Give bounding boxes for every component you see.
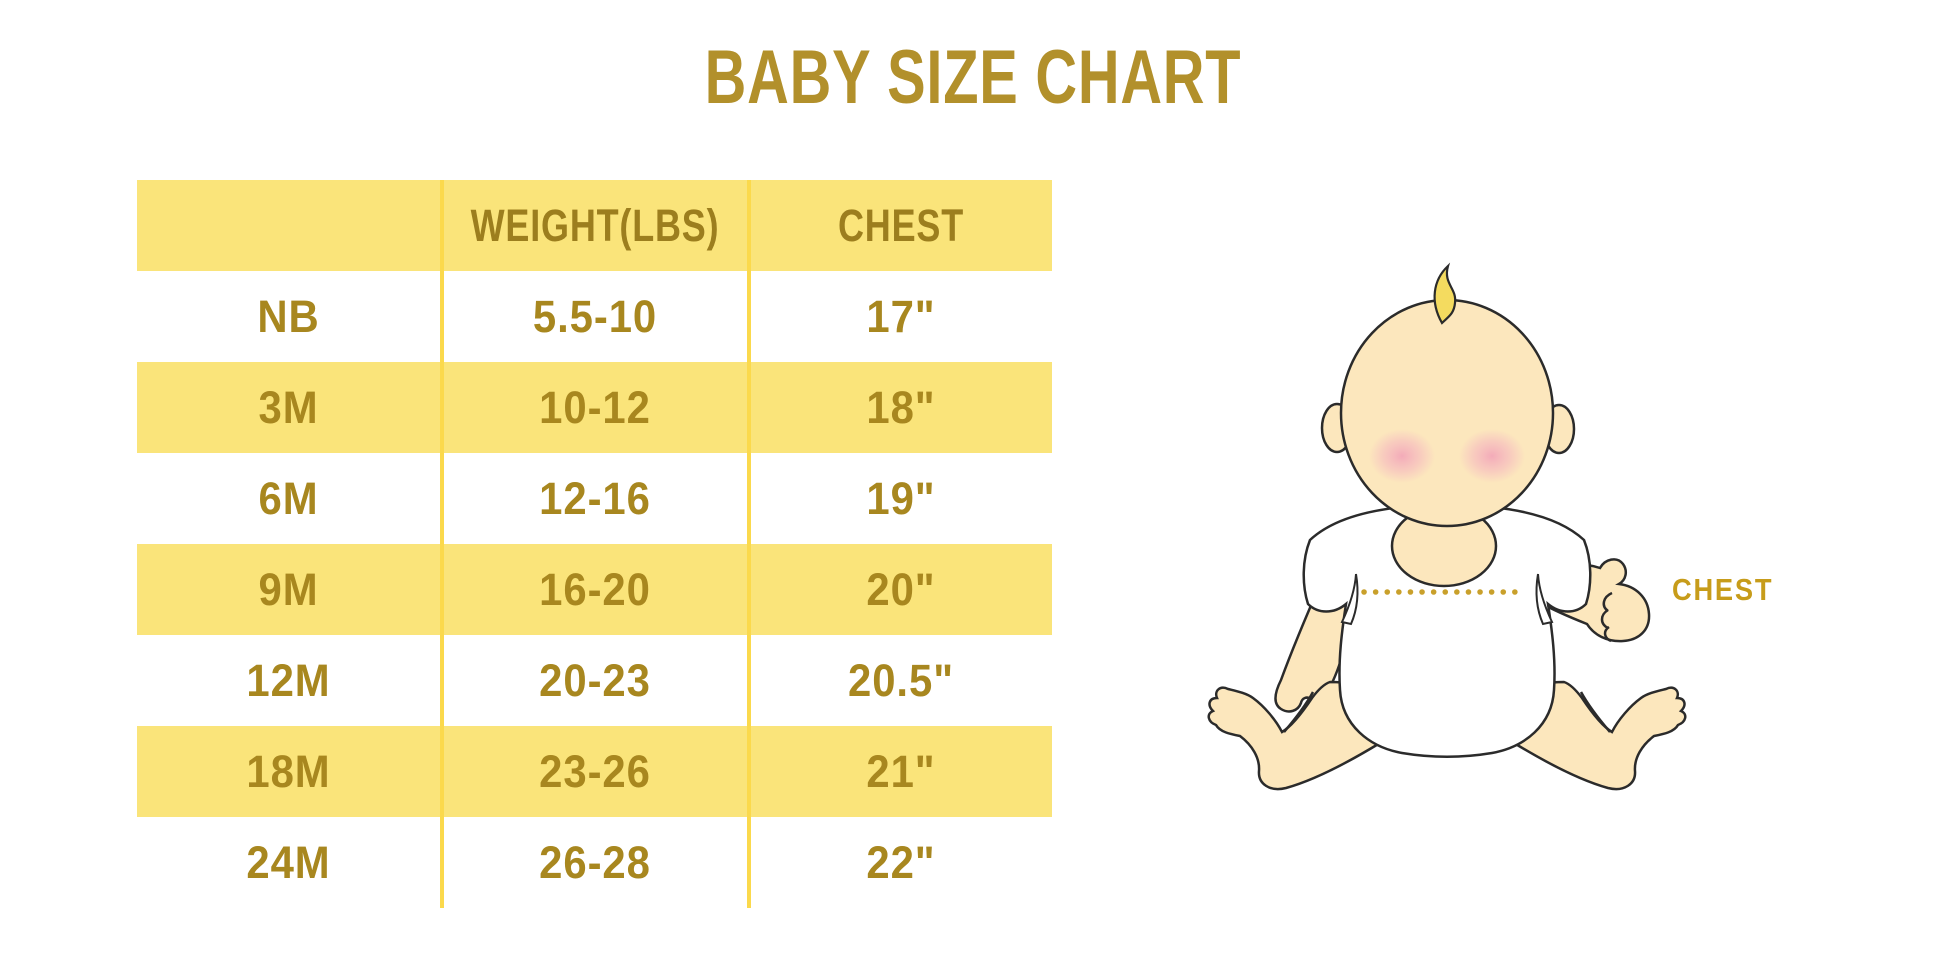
cell-chest: 22" (866, 836, 936, 888)
right-armpit-notch (1535, 573, 1554, 626)
fist-finger-line-2 (1600, 608, 1609, 630)
cell-weight: 5.5-10 (532, 290, 658, 342)
cell-size: NB (257, 290, 320, 342)
table-row: 12M 20-23 20.5" (137, 635, 1052, 726)
cell-size: 9M (258, 563, 319, 615)
baby-onesie (1302, 503, 1592, 758)
cell-size: 3M (258, 381, 319, 433)
cell-chest: 18" (866, 381, 936, 433)
baby-head (1339, 298, 1555, 528)
right-leg-crease (1579, 691, 1611, 733)
cell-weight: 26-28 (539, 836, 651, 888)
table-row: NB 5.5-10 17" (137, 271, 1052, 362)
table-row: 3M 10-12 18" (137, 362, 1052, 453)
left-armpit-notch (1340, 573, 1359, 626)
table-header-row: WEIGHT(LBS) CHEST (137, 180, 1052, 271)
cell-size: 12M (246, 654, 331, 706)
baby-left-cheek (1369, 429, 1435, 483)
table-row: 6M 12-16 19" (137, 453, 1052, 544)
header-cell-weight: WEIGHT(LBS) (470, 199, 720, 251)
cell-chest: 19" (866, 472, 936, 524)
chest-annotation-label: CHEST (1672, 572, 1774, 607)
table-row: 24M 26-28 22" (137, 817, 1052, 908)
size-table: WEIGHT(LBS) CHEST NB 5.5-10 17" 3M 10-12… (137, 180, 1052, 908)
column-divider-2 (747, 180, 751, 908)
cell-weight: 10-12 (539, 381, 651, 433)
cell-chest: 17" (866, 290, 936, 342)
cell-weight: 23-26 (539, 745, 651, 797)
table-row: 18M 23-26 21" (137, 726, 1052, 817)
cell-size: 18M (246, 745, 331, 797)
cell-weight: 12-16 (539, 472, 651, 524)
page-title: BABY SIZE CHART (704, 35, 1242, 120)
cell-size: 24M (246, 836, 331, 888)
cell-chest: 21" (866, 745, 936, 797)
cell-chest: 20.5" (848, 654, 954, 706)
left-leg-crease (1283, 691, 1315, 733)
baby-right-cheek (1459, 429, 1525, 483)
cell-chest: 20" (866, 563, 936, 615)
cell-weight: 20-23 (539, 654, 651, 706)
cell-size: 6M (258, 472, 319, 524)
fist-finger-line-3 (1603, 625, 1612, 643)
column-divider-1 (440, 180, 444, 908)
cell-weight: 16-20 (539, 563, 651, 615)
header-cell-size (167, 180, 409, 271)
baby-illustration (1207, 262, 1687, 791)
baby-hair-tuft (1433, 262, 1457, 325)
header-cell-chest: CHEST (837, 199, 964, 251)
table-row: 9M 16-20 20" (137, 544, 1052, 635)
